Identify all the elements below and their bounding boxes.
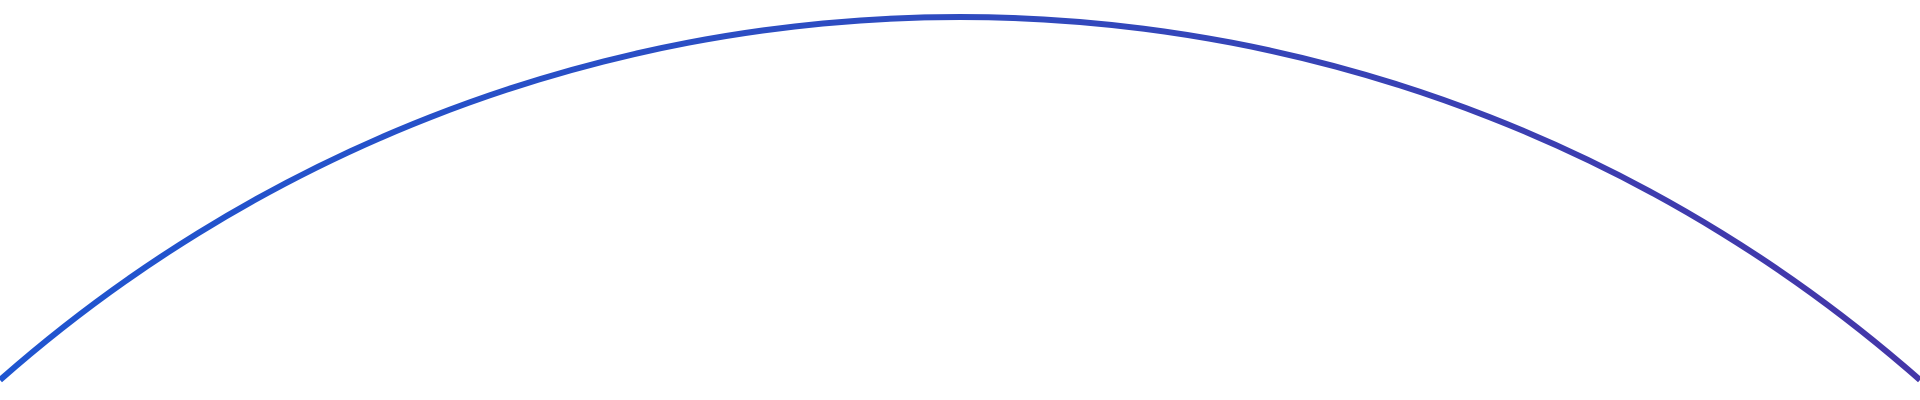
decorative-arc (0, 14, 1920, 383)
